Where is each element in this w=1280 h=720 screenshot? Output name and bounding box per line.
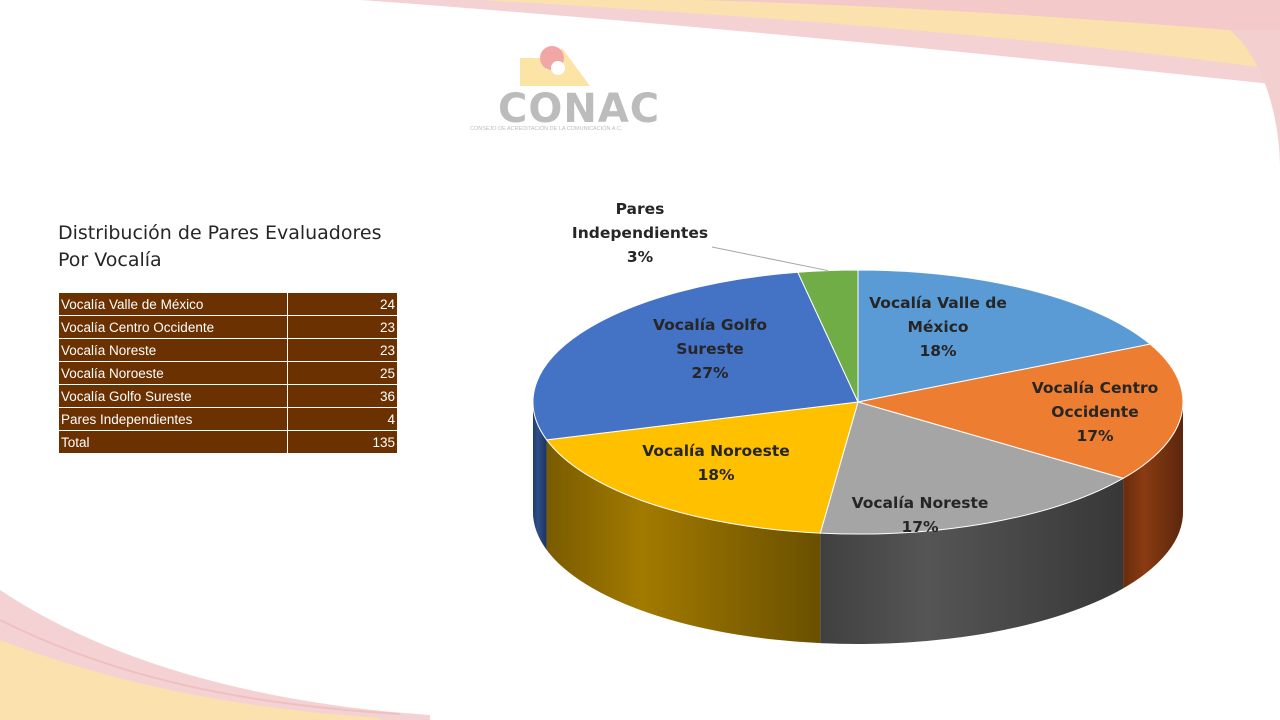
pie-sides (533, 402, 1183, 644)
data-label-line: 17% (1076, 427, 1114, 445)
top-right-curve (1230, 30, 1280, 170)
total-label: Total (58, 430, 288, 454)
table-row: Vocalía Noroeste 25 (58, 361, 398, 385)
data-table: Vocalía Valle de México 24 Vocalía Centr… (58, 292, 398, 454)
pie-side-shade-golfo-sureste (533, 402, 547, 550)
pie-side-shade-centro-occidente (1123, 402, 1183, 589)
table-row: Pares Independientes 4 (58, 407, 398, 431)
pie-side-shade-noreste (820, 478, 1124, 644)
data-label-line: Pares (616, 200, 665, 218)
pie-slice-noreste (819, 401, 1125, 535)
row-value: 25 (287, 361, 398, 385)
data-label-line: 27% (691, 364, 729, 382)
data-label-noreste: Vocalía Noreste 17% (852, 494, 989, 536)
title-line-2: Por Vocalía (58, 249, 162, 271)
total-value: 135 (287, 430, 398, 454)
data-label-centro-occidente: Vocalía Centro Occidente 17% (1032, 379, 1159, 445)
pie-chart: Vocalía Valle de México 18% Vocalía Centro O… (532, 200, 1184, 644)
logo-wordmark: CONAC (498, 86, 661, 132)
data-label-line: 18% (697, 466, 735, 484)
table-row: Vocalía Noreste 23 (58, 338, 398, 362)
pie-slice-noroeste (545, 401, 859, 534)
top-swoosh-red (700, 0, 1280, 34)
data-label-line: Independientes (572, 224, 708, 242)
table-row: Vocalía Golfo Sureste 36 (58, 384, 398, 408)
row-label: Vocalía Noreste (58, 338, 288, 362)
data-label-line: 17% (901, 518, 939, 536)
conac-logo: CONAC CONSEJO DE ACREDITACIÓN DE LA COMU… (466, 40, 666, 140)
row-value: 24 (287, 292, 398, 316)
pie-side-shade-noroeste (546, 439, 821, 644)
pie-slice-centro-occidente (857, 343, 1184, 479)
page-title: Distribución de Pares Evaluadores Por Vo… (58, 220, 418, 274)
row-value: 23 (287, 338, 398, 362)
table-row: Vocalía Centro Occidente 23 (58, 315, 398, 339)
data-label-line: Sureste (676, 340, 744, 358)
logo-mark-icon (520, 46, 590, 86)
row-value: 36 (287, 384, 398, 408)
data-label-golfo-sureste: Vocalía Golfo Sureste 27% (653, 316, 767, 382)
row-label: Vocalía Valle de México (58, 292, 288, 316)
data-label-line: Vocalía Golfo (653, 316, 767, 334)
data-label-line: Vocalía Valle de (869, 294, 1007, 312)
pie-slice-pares-independientes (797, 269, 859, 403)
pie-top (532, 269, 1184, 535)
data-label-noroeste: Vocalía Noroeste 18% (642, 442, 790, 484)
leader-line-pares-independientes (711, 246, 828, 272)
data-label-line: Vocalía Centro (1032, 379, 1159, 397)
row-value: 23 (287, 315, 398, 339)
logo-tagline: CONSEJO DE ACREDITACIÓN DE LA COMUNICACI… (470, 126, 623, 132)
row-label: Vocalía Golfo Sureste (58, 384, 288, 408)
row-label: Vocalía Centro Occidente (58, 315, 288, 339)
title-line-1: Distribución de Pares Evaluadores (58, 222, 382, 244)
data-label-line: México (907, 318, 968, 336)
data-label-pares-independientes: Pares Independientes 3% (572, 200, 708, 266)
row-label: Vocalía Noroeste (58, 361, 288, 385)
pie-slice-golfo-sureste (532, 271, 859, 441)
pie-slice-valle-de-mexico (857, 269, 1152, 403)
table-row: Vocalía Valle de México 24 (58, 292, 398, 316)
data-label-line: 3% (627, 248, 654, 266)
table-row-total: Total 135 (58, 430, 398, 454)
bottom-left-line (0, 619, 401, 715)
data-label-line: Vocalía Noroeste (642, 442, 790, 460)
row-value: 4 (287, 407, 398, 431)
data-label-valle-de-mexico: Vocalía Valle de México 18% (869, 294, 1007, 360)
data-label-line: Vocalía Noreste (852, 494, 989, 512)
data-label-line: 18% (919, 342, 957, 360)
data-label-line: Occidente (1051, 403, 1138, 421)
row-label: Pares Independientes (58, 407, 288, 431)
bottom-left-swoosh-yellow (0, 640, 380, 720)
